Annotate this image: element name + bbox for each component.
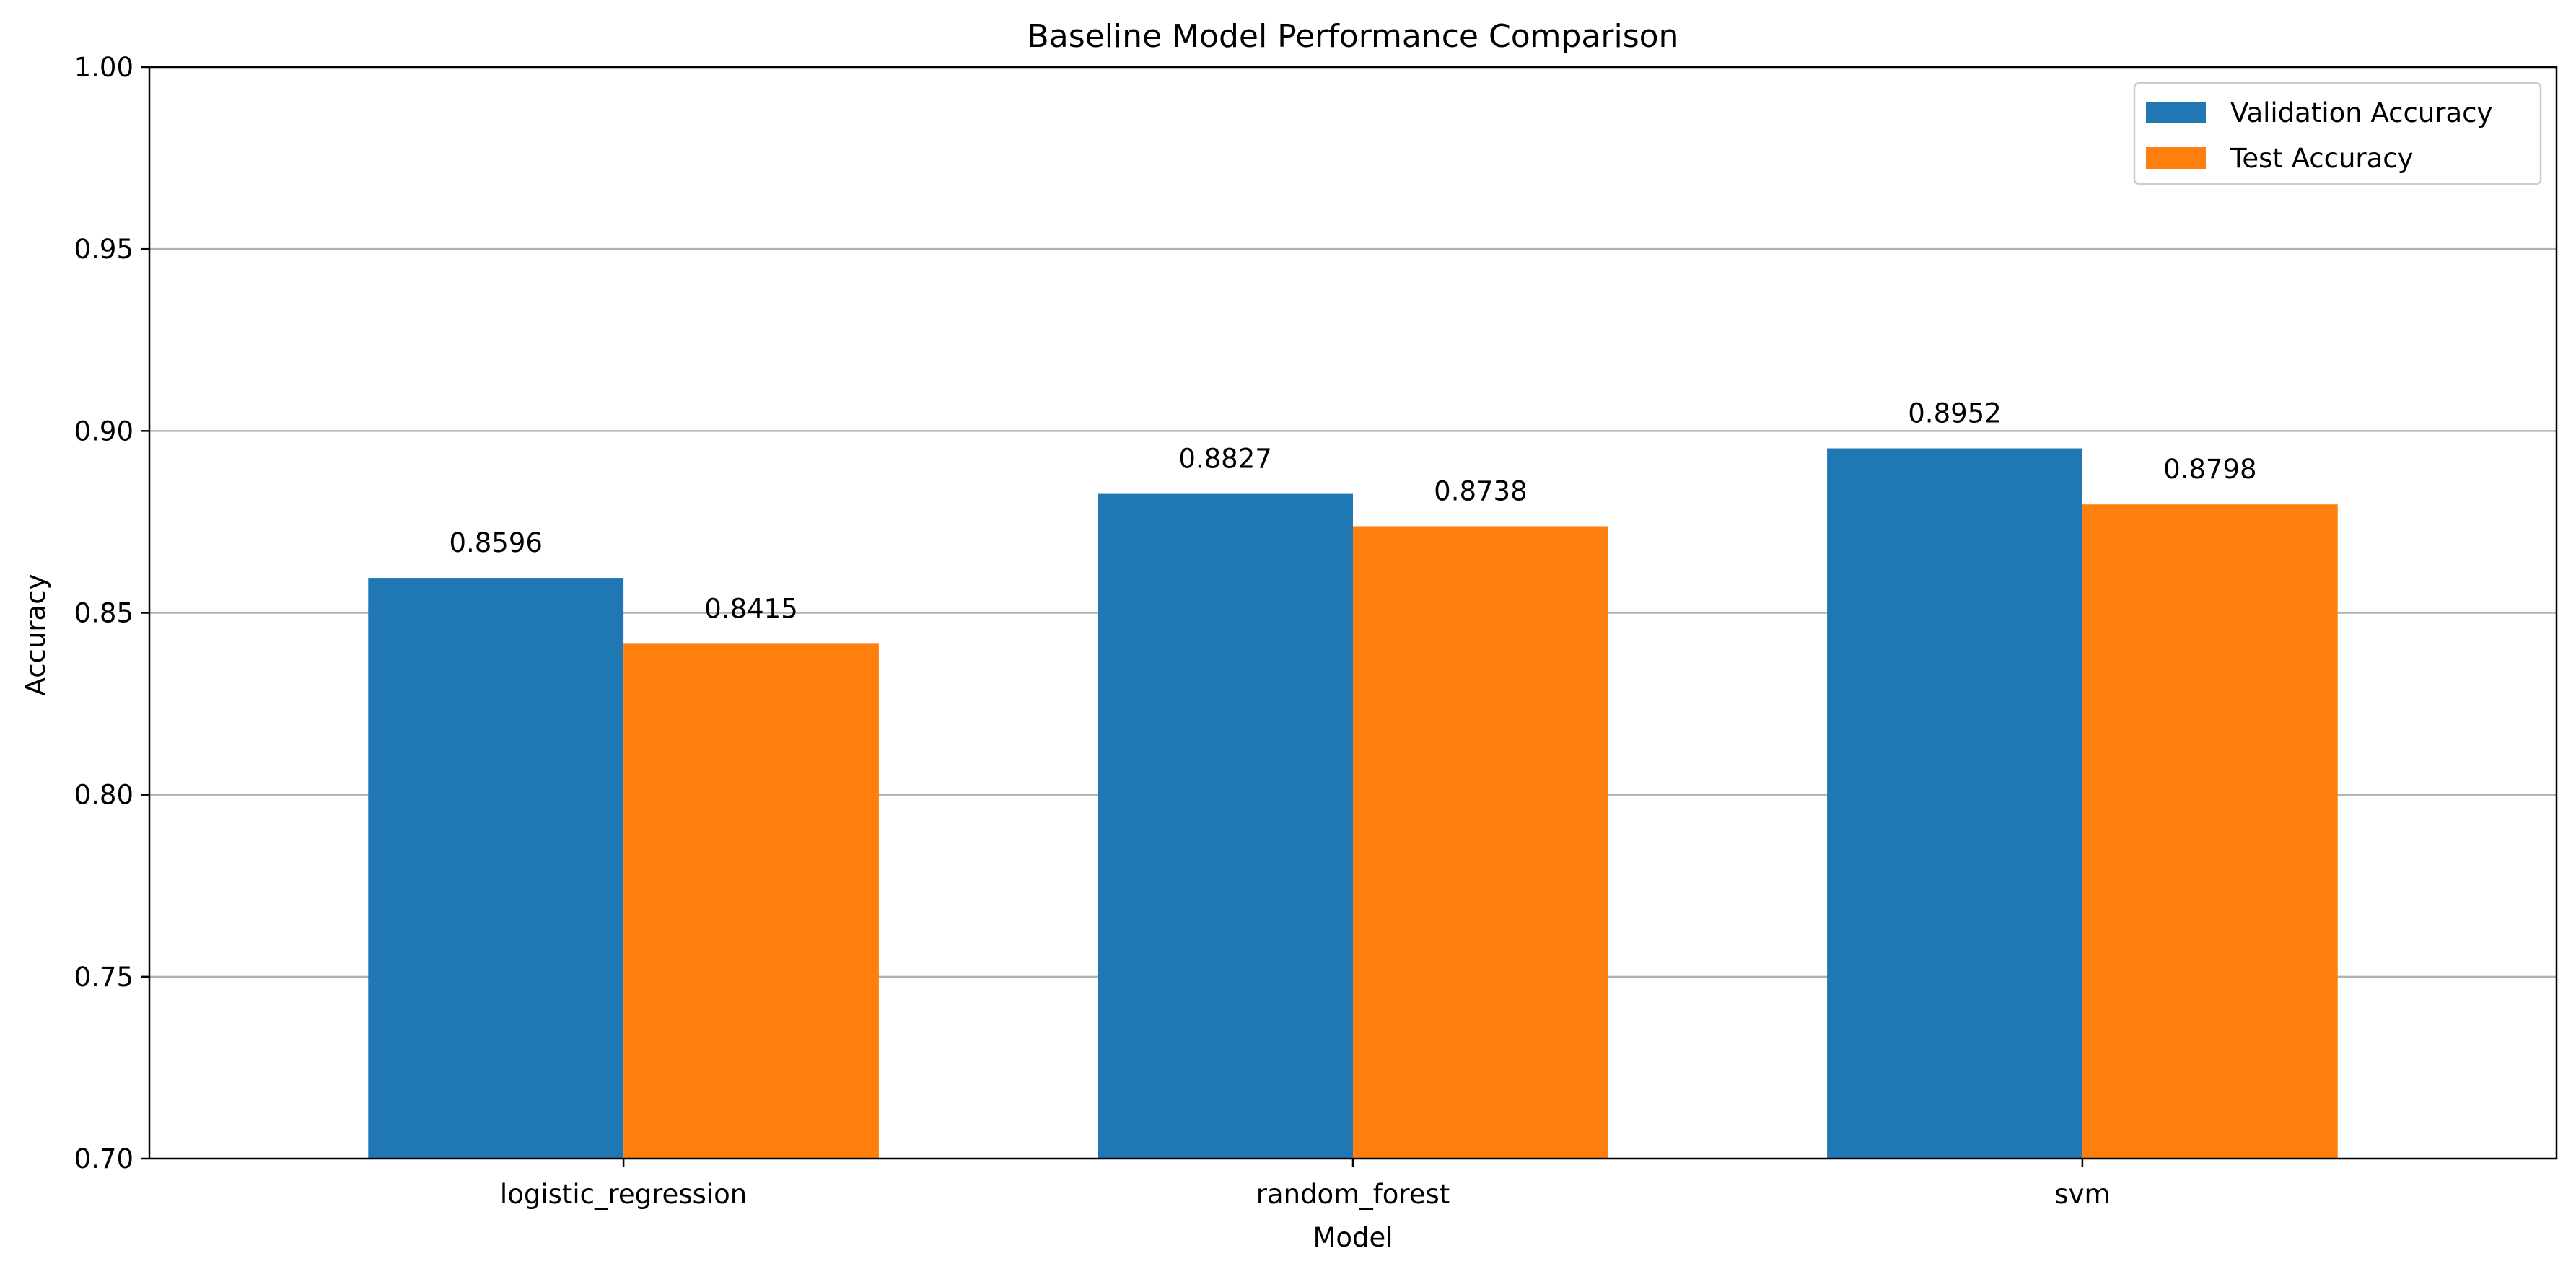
bar-value-label: 0.8738 xyxy=(1434,475,1527,506)
bars xyxy=(368,448,2338,1159)
bar-test-logistic_regression xyxy=(623,643,879,1159)
y-tick-label: 1.00 xyxy=(74,52,133,83)
bar-validation-svm xyxy=(1827,448,2082,1159)
x-tick-label: logistic_regression xyxy=(500,1179,747,1210)
bar-validation-random_forest xyxy=(1098,493,1353,1159)
y-axis-title: Accuracy xyxy=(20,574,51,696)
bar-validation-logistic_regression xyxy=(368,578,624,1159)
legend-swatch-test xyxy=(2146,147,2206,169)
legend-label-test: Test Accuracy xyxy=(2230,143,2414,174)
y-tick-label: 0.70 xyxy=(74,1143,133,1174)
x-axis-title: Model xyxy=(1313,1222,1393,1253)
bar-value-label: 0.8596 xyxy=(449,527,542,558)
y-tick-label: 0.95 xyxy=(74,234,133,265)
bar-value-label: 0.8952 xyxy=(1908,398,2001,429)
bar-value-label: 0.8415 xyxy=(704,593,797,624)
x-tick-label: random_forest xyxy=(1256,1179,1450,1210)
bar-value-label: 0.8798 xyxy=(2163,454,2256,485)
bar-value-label: 0.8827 xyxy=(1178,444,1271,475)
bar-labels: 0.8596 0.8415 0.8827 0.8738 0.8952 0.8798 xyxy=(449,398,2256,625)
y-tick-label: 0.85 xyxy=(74,598,133,629)
y-axis: 0.70 0.75 0.80 0.85 0.90 0.95 1.00 xyxy=(74,52,149,1174)
x-axis: logistic_regression random_forest svm xyxy=(500,1159,2111,1210)
y-tick-label: 0.75 xyxy=(74,962,133,993)
y-tick-label: 0.90 xyxy=(74,416,133,447)
legend-label-validation: Validation Accuracy xyxy=(2230,97,2492,128)
x-tick-label: svm xyxy=(2054,1179,2110,1210)
y-tick-label: 0.80 xyxy=(74,780,133,811)
legend-swatch-validation xyxy=(2146,102,2206,123)
chart-title: Baseline Model Performance Comparison xyxy=(1028,18,1679,55)
legend-box xyxy=(2133,82,2542,185)
bar-test-random_forest xyxy=(1353,526,1608,1159)
legend: Validation Accuracy Test Accuracy xyxy=(2133,82,2542,185)
bar-test-svm xyxy=(2082,504,2338,1159)
